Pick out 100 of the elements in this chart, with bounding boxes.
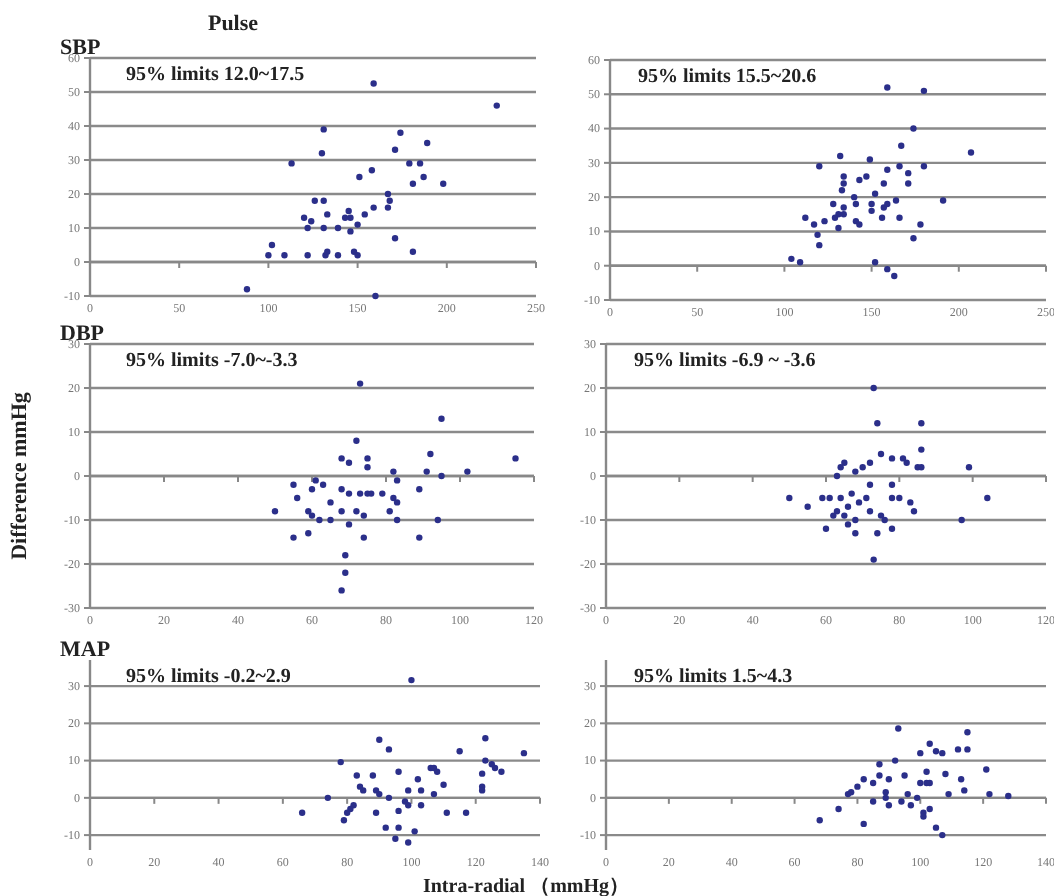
point xyxy=(848,490,855,497)
point xyxy=(905,180,912,187)
point xyxy=(888,481,896,488)
point xyxy=(964,729,971,736)
point xyxy=(920,163,928,170)
point xyxy=(337,758,344,766)
point xyxy=(837,464,844,471)
point xyxy=(353,772,360,779)
point xyxy=(520,749,528,757)
point xyxy=(868,207,875,215)
point xyxy=(898,798,905,805)
point xyxy=(907,499,914,506)
point xyxy=(271,508,279,515)
point xyxy=(917,749,924,757)
point xyxy=(361,211,368,218)
point xyxy=(392,835,399,843)
point xyxy=(320,197,327,204)
point xyxy=(884,265,891,273)
annotation: 95% limits -6.9 ~ -3.6 xyxy=(634,350,816,372)
point xyxy=(923,768,930,775)
point xyxy=(816,241,823,249)
point xyxy=(891,272,898,280)
point xyxy=(482,757,489,764)
point xyxy=(498,768,505,775)
point xyxy=(942,770,949,778)
point xyxy=(391,146,399,153)
point xyxy=(390,494,397,502)
point xyxy=(880,180,888,187)
point xyxy=(338,508,345,515)
point xyxy=(910,235,917,242)
point xyxy=(423,468,430,475)
point xyxy=(896,494,903,502)
point xyxy=(796,259,804,266)
point xyxy=(830,200,837,208)
point xyxy=(393,499,401,506)
point xyxy=(905,169,912,177)
point xyxy=(910,508,918,515)
point xyxy=(957,776,965,783)
point xyxy=(379,490,386,497)
point xyxy=(965,464,973,471)
point xyxy=(384,190,392,198)
point xyxy=(844,521,852,528)
point xyxy=(852,530,859,537)
point xyxy=(395,807,402,815)
annotation: 95% limits -0.2~2.9 xyxy=(126,666,291,688)
point xyxy=(311,197,318,204)
point xyxy=(288,160,295,167)
point xyxy=(835,224,842,232)
point xyxy=(841,459,848,466)
point xyxy=(871,190,879,197)
point xyxy=(866,508,874,515)
point xyxy=(854,783,861,790)
point xyxy=(926,740,933,748)
annotation: 95% limits -7.0~-3.3 xyxy=(126,350,298,372)
point xyxy=(961,787,968,794)
point xyxy=(318,150,326,157)
point xyxy=(874,420,881,427)
point xyxy=(891,757,899,764)
point xyxy=(345,521,353,528)
point xyxy=(353,437,360,444)
point xyxy=(913,794,921,802)
point xyxy=(964,746,971,753)
point xyxy=(290,534,297,541)
point xyxy=(327,499,334,506)
point xyxy=(876,761,883,768)
point xyxy=(324,794,332,802)
point xyxy=(860,776,867,783)
point xyxy=(334,224,342,232)
point xyxy=(840,173,847,180)
point xyxy=(443,809,450,816)
point xyxy=(385,794,393,802)
point xyxy=(903,459,910,466)
point xyxy=(904,790,911,798)
point xyxy=(869,798,877,805)
point xyxy=(416,534,423,541)
point xyxy=(364,455,371,462)
point xyxy=(334,252,342,259)
point xyxy=(409,248,417,255)
point xyxy=(430,790,438,798)
point xyxy=(882,794,889,802)
point xyxy=(368,167,376,174)
point xyxy=(512,455,519,462)
point xyxy=(417,787,425,794)
point xyxy=(386,508,393,515)
point xyxy=(341,214,349,221)
point xyxy=(340,817,348,824)
point xyxy=(888,525,896,532)
point xyxy=(856,176,863,184)
point xyxy=(888,455,896,462)
point xyxy=(385,746,393,753)
point xyxy=(320,224,327,232)
point xyxy=(308,512,316,519)
point xyxy=(835,805,842,813)
point xyxy=(478,770,486,777)
point xyxy=(802,214,809,221)
point xyxy=(312,477,319,484)
point xyxy=(356,380,364,387)
point xyxy=(376,736,383,743)
point xyxy=(882,789,889,796)
point xyxy=(440,781,447,788)
